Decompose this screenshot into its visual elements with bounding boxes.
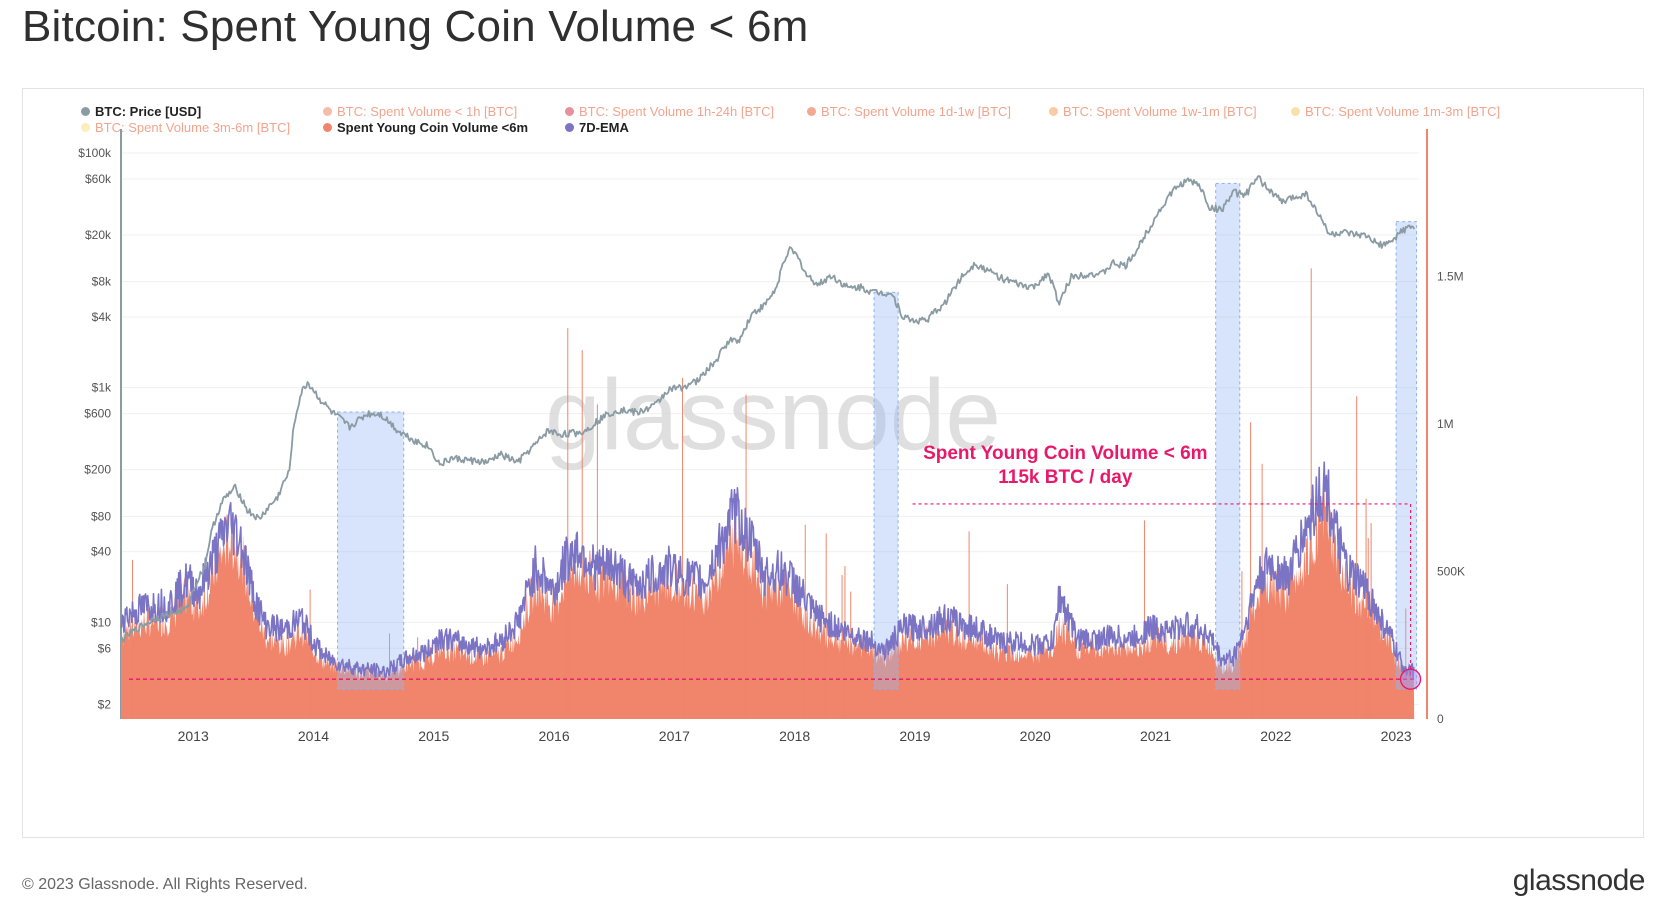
current-point-marker <box>1399 668 1422 690</box>
y-left-tick-label: $10 <box>91 615 111 629</box>
y-left-tick-label: $4k <box>92 310 112 324</box>
highlight-range <box>873 291 899 690</box>
annotation-title: Spent Young Coin Volume < 6m <box>923 443 1208 464</box>
y-left-tick-label: $8k <box>92 275 112 289</box>
legend-item[interactable]: BTC: Spent Volume 1h-24h [BTC] <box>565 104 774 119</box>
legend-dot-icon <box>565 107 574 116</box>
x-tick-label: 2019 <box>899 728 930 744</box>
highlight-range <box>337 411 405 690</box>
legend-label: BTC: Price [USD] <box>95 104 202 119</box>
legend-label: Spent Young Coin Volume <6m <box>337 120 529 135</box>
x-tick-label: 2017 <box>659 728 690 744</box>
legend-item[interactable]: BTC: Spent Volume 3m-6m [BTC] <box>81 120 290 135</box>
legend-item[interactable]: 7D-EMA <box>565 120 629 135</box>
legend-label: 7D-EMA <box>579 120 629 135</box>
chart-legend: BTC: Price [USD] BTC: Spent Volume < 1h [… <box>23 89 1643 139</box>
y-left-tick-label: $1k <box>92 381 112 395</box>
volume-area <box>121 481 1415 719</box>
legend-item[interactable]: BTC: Price [USD] <box>81 104 201 119</box>
y-right-tick-label: 1.5M <box>1437 270 1464 284</box>
y-right-tick-label: 1M <box>1437 417 1454 431</box>
legend-item[interactable]: BTC: Spent Volume 1m-3m [BTC] <box>1291 104 1500 119</box>
copyright-text: © 2023 Glassnode. All Rights Reserved. <box>22 876 308 893</box>
legend-label: BTC: Spent Volume 1h-24h [BTC] <box>579 104 775 119</box>
y-left-tick-label: $6 <box>98 641 112 655</box>
page-title: Bitcoin: Spent Young Coin Volume < 6m <box>22 2 809 51</box>
legend-label: BTC: Spent Volume 1m-3m [BTC] <box>1305 104 1501 119</box>
legend-item[interactable]: BTC: Spent Volume 1d-1w [BTC] <box>807 104 1011 119</box>
legend-dot-icon <box>1291 107 1300 116</box>
y-left-tick-label: $40 <box>91 545 111 559</box>
legend-label: BTC: Spent Volume 1w-1m [BTC] <box>1063 104 1257 119</box>
x-tick-label: 2013 <box>178 728 209 744</box>
legend-label: BTC: Spent Volume 1d-1w [BTC] <box>821 104 1012 119</box>
legend-dot-icon <box>323 123 332 132</box>
x-tick-label: 2022 <box>1260 728 1291 744</box>
price-line <box>120 175 1415 643</box>
y-right-tick-label: 0 <box>1437 712 1444 726</box>
legend-dot-icon <box>81 107 90 116</box>
y-left-tick-label: $20k <box>85 228 112 242</box>
y-left-tick-label: $80 <box>91 509 111 523</box>
x-tick-label: 2015 <box>418 728 449 744</box>
watermark-text: glassnode <box>545 359 1001 471</box>
x-tick-label: 2014 <box>298 728 329 744</box>
legend-dot-icon <box>1049 107 1058 116</box>
highlight-range <box>1215 182 1241 690</box>
annotation-value: 115k BTC / day <box>998 467 1133 488</box>
x-tick-label: 2023 <box>1381 728 1412 744</box>
y-right-tick-label: 500K <box>1437 565 1465 579</box>
y-left-tick-label: $2 <box>98 697 112 711</box>
x-tick-label: 2016 <box>538 728 569 744</box>
legend-label: BTC: Spent Volume < 1h [BTC] <box>337 104 518 119</box>
y-left-tick-label: $60k <box>85 172 112 186</box>
chart-panel: BTC: Price [USD] BTC: Spent Volume < 1h [… <box>22 88 1644 838</box>
brand-logo: glassnode <box>1512 864 1646 897</box>
legend-item[interactable]: BTC: Spent Volume 1w-1m [BTC] <box>1049 104 1257 119</box>
legend-label: BTC: Spent Volume 3m-6m [BTC] <box>95 120 291 135</box>
legend-item[interactable]: BTC: Spent Volume < 1h [BTC] <box>323 104 517 119</box>
legend-item[interactable]: Spent Young Coin Volume <6m <box>323 120 528 135</box>
highlight-range <box>1395 221 1418 690</box>
y-left-tick-label: $200 <box>84 463 111 477</box>
x-tick-label: 2018 <box>779 728 810 744</box>
y-left-tick-label: $600 <box>84 407 111 421</box>
y-left-tick-label: $100k <box>78 146 112 160</box>
ema-line <box>120 461 1415 680</box>
x-tick-label: 2021 <box>1140 728 1171 744</box>
legend-dot-icon <box>323 107 332 116</box>
legend-dot-icon <box>807 107 816 116</box>
legend-dot-icon <box>81 123 90 132</box>
legend-dot-icon <box>565 123 574 132</box>
x-tick-label: 2020 <box>1020 728 1051 744</box>
